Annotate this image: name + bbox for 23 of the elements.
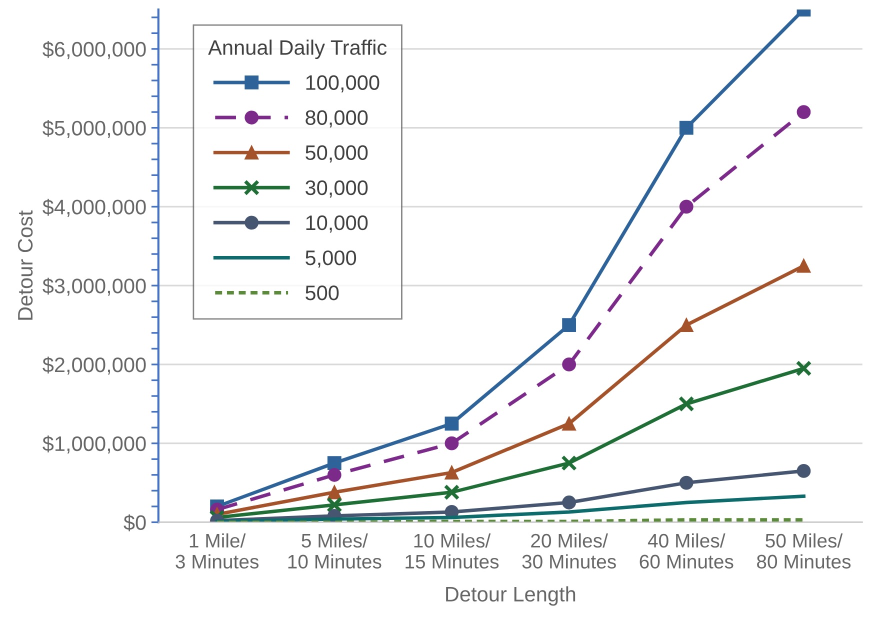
legend-label: 5,000 (306, 250, 356, 268)
y-tick-label: $4,000,000 (42, 198, 146, 217)
legend-label: 30,000 (306, 180, 368, 198)
legend-label: 50,000 (306, 145, 368, 163)
x-tick-label: 10 Miles/ 15 Minutes (406, 533, 499, 569)
legend-label: 500 (306, 285, 339, 300)
legend-label: 80,000 (306, 110, 368, 128)
x-tick-label: 50 Miles/ 80 Minutes (757, 533, 851, 569)
y-tick-label: $3,000,000 (42, 278, 146, 296)
x-tick-label: 40 Miles/ 60 Minutes (640, 533, 734, 569)
x-tick-label: 1 Mile/ 3 Minutes (176, 533, 259, 569)
legend-label: 10,000 (306, 215, 368, 233)
x-tick-label: 5 Miles/ 10 Minutes (288, 533, 382, 569)
y-tick-label: $6,000,000 (42, 41, 146, 60)
y-tick-label: $1,000,000 (42, 435, 146, 454)
legend-label: 100,000 (306, 75, 380, 92)
y-tick-label: $2,000,000 (42, 356, 146, 375)
y-tick-label: $0 (124, 514, 146, 532)
x-axis-title: Detour Length (446, 586, 576, 606)
x-tick-label: 20 Miles/ 30 Minutes (522, 533, 616, 569)
legend-title: Annual Daily Traffic (208, 40, 387, 60)
y-axis-title: Detour Cost (18, 210, 33, 320)
y-tick-label: $5,000,000 (42, 120, 146, 138)
